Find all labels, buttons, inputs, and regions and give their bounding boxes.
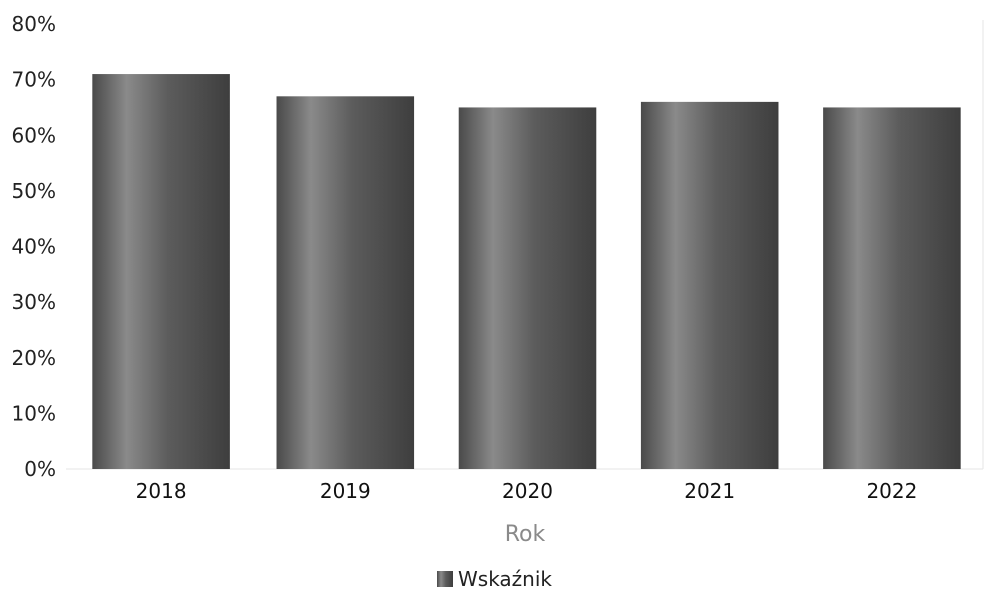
y-tick-label: 80% — [12, 12, 56, 36]
y-tick-label: 10% — [12, 401, 56, 425]
bars-group — [92, 74, 961, 469]
legend-swatch-icon — [437, 571, 453, 587]
x-tick-label: 2018 — [136, 479, 187, 503]
y-tick-label: 50% — [12, 179, 56, 203]
x-axis-label: Rok — [505, 522, 546, 547]
bar-2018 — [92, 74, 230, 469]
x-tick-label: 2021 — [684, 479, 735, 503]
bar-2019 — [276, 96, 415, 469]
y-tick-label: 40% — [12, 235, 56, 259]
bar-2020 — [458, 107, 597, 469]
x-tick-label: 2020 — [502, 479, 553, 503]
x-tick-label: 2022 — [866, 479, 917, 503]
legend: Wskaźnik — [437, 567, 552, 591]
bar-2022 — [823, 107, 961, 469]
bar-2021 — [640, 101, 779, 469]
y-tick-label: 0% — [24, 457, 56, 481]
y-tick-label: 70% — [12, 68, 56, 92]
x-axis-ticks: 2018 2019 2020 2021 2022 — [136, 479, 918, 503]
y-tick-label: 30% — [12, 290, 56, 314]
y-tick-label: 60% — [12, 123, 56, 147]
x-tick-label: 2019 — [320, 479, 371, 503]
y-axis-ticks: 0% 10% 20% 30% 40% 50% 60% 70% 80% — [12, 12, 56, 481]
y-tick-label: 20% — [12, 346, 56, 370]
legend-label: Wskaźnik — [458, 567, 552, 591]
